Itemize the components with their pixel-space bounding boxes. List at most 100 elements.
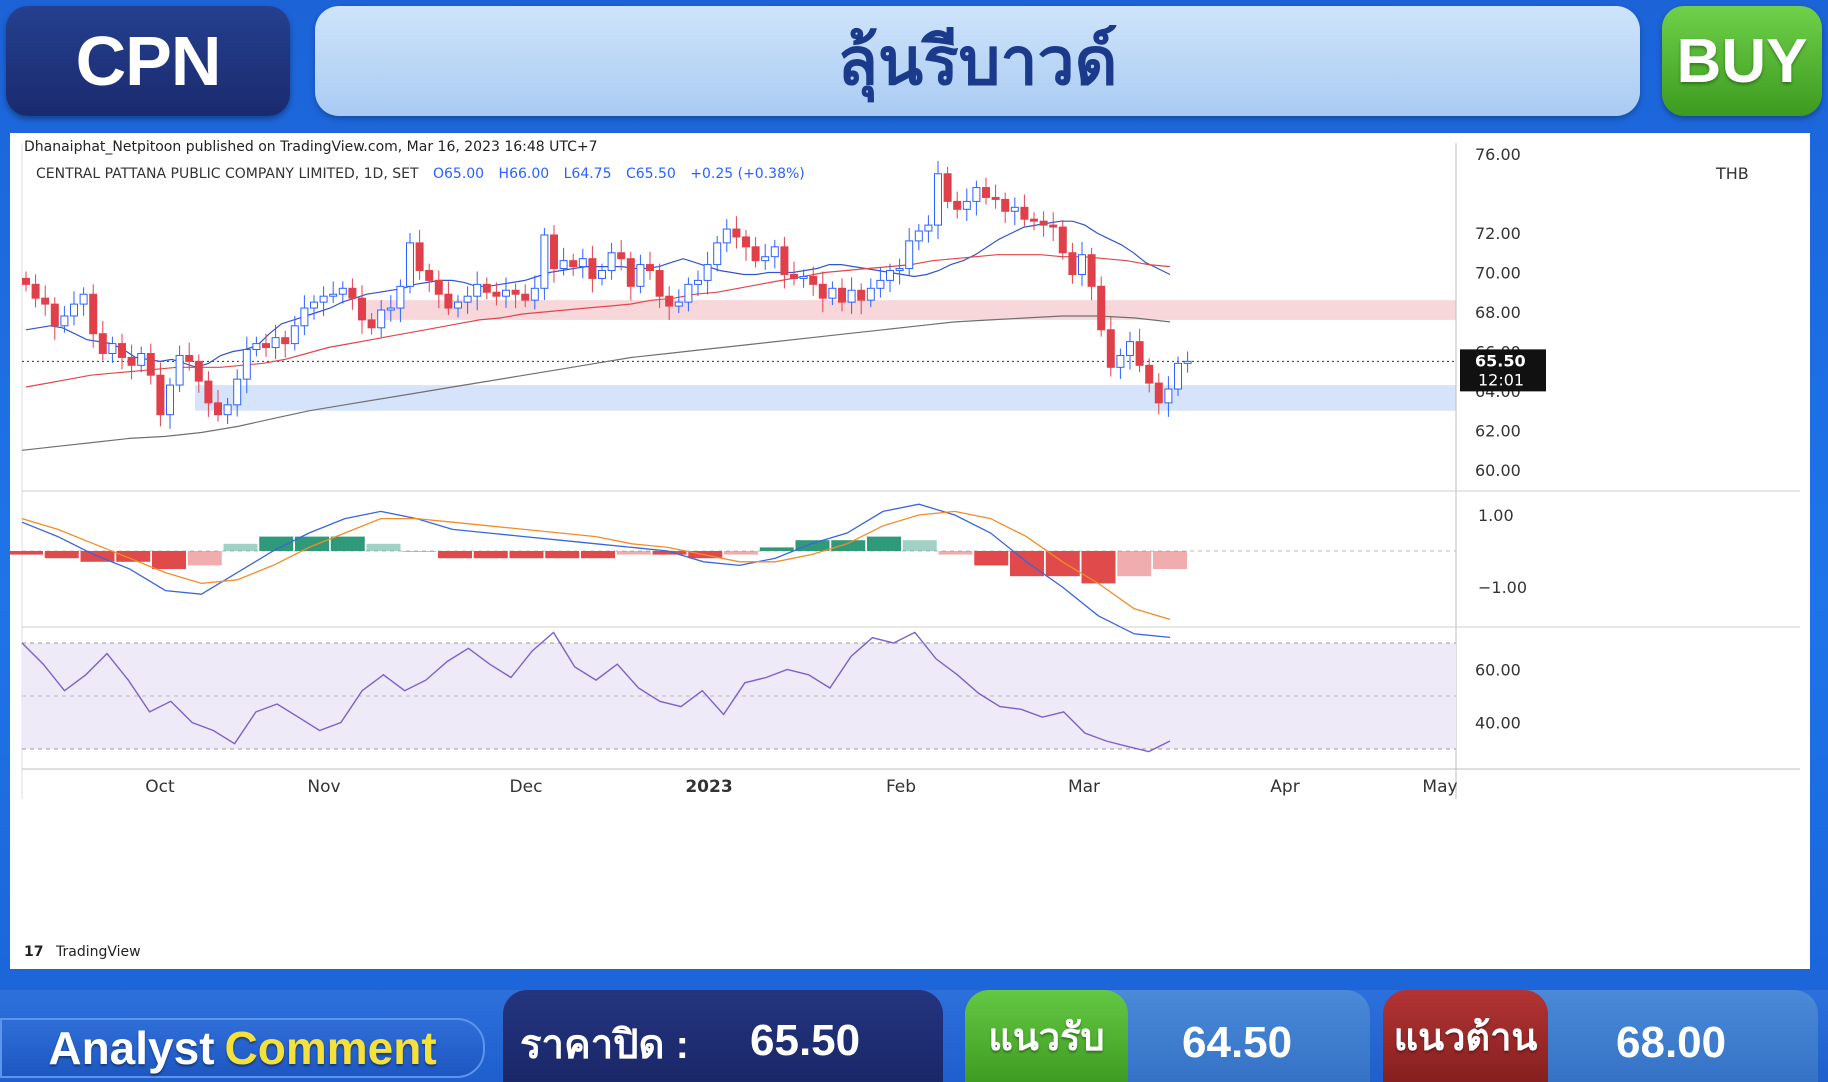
candle-body xyxy=(271,337,280,349)
macd-histogram-bar xyxy=(330,536,365,551)
last-price-label: 65.50 xyxy=(1475,351,1526,370)
candle-body xyxy=(770,246,779,258)
candle-body xyxy=(914,230,923,242)
headline-text: ลุ้นรีบาวด์ xyxy=(837,23,1118,98)
price-tick-label: 72.00 xyxy=(1475,224,1521,243)
macd-histogram-bar xyxy=(1117,551,1152,577)
macd-histogram-bar xyxy=(259,536,294,551)
candle-body xyxy=(502,289,510,297)
candle-body xyxy=(665,295,674,307)
candle-body xyxy=(1116,354,1125,368)
candle-body xyxy=(818,283,827,299)
candle-body xyxy=(1097,285,1106,331)
macd-histogram-bar xyxy=(938,551,973,555)
candle-body xyxy=(50,303,59,327)
rsi-tick-label: 60.00 xyxy=(1475,661,1521,680)
candle-body xyxy=(1145,364,1154,384)
candle-body xyxy=(22,277,30,285)
candle-body xyxy=(607,252,616,272)
candle-body xyxy=(790,273,798,279)
candle-body xyxy=(41,297,50,305)
candle-body xyxy=(482,283,491,293)
candle-body xyxy=(473,283,482,297)
candle-body xyxy=(1164,388,1173,404)
time-tick-label: Apr xyxy=(1270,777,1299,797)
price-tick-label: 70.00 xyxy=(1475,264,1521,283)
support-badge: แนวรับ xyxy=(965,990,1128,1082)
support-label: แนวรับ xyxy=(988,1016,1105,1059)
candle-body xyxy=(223,404,232,416)
candle-body xyxy=(962,200,971,210)
close-price-label: ราคาปิด : xyxy=(520,1023,689,1067)
macd-histogram-bar xyxy=(974,551,1009,566)
macd-histogram-bar xyxy=(438,551,472,559)
candle-body xyxy=(1087,254,1096,287)
symbol-name: CENTRAL PATTANA PUBLIC COMPANY LIMITED, … xyxy=(36,166,419,182)
candle-body xyxy=(569,260,578,268)
candle-body xyxy=(838,287,846,303)
rsi-line xyxy=(21,631,1171,753)
candle-body xyxy=(991,196,1000,200)
candle-body xyxy=(713,242,722,266)
candle-body xyxy=(1010,206,1019,212)
candle-body xyxy=(70,303,78,317)
candle-body xyxy=(300,307,309,327)
macd-tick-label: 1.00 xyxy=(1478,506,1514,525)
candle-body xyxy=(281,337,290,345)
candle-body xyxy=(857,289,866,301)
support-zone xyxy=(195,385,1456,411)
candle-body xyxy=(703,264,712,281)
candle-body xyxy=(732,228,741,238)
ohlc-high: H66.00 xyxy=(499,166,550,182)
candle-body xyxy=(550,234,558,270)
candle-body xyxy=(588,258,597,279)
candle-body xyxy=(89,293,98,335)
ohlc-low: L64.75 xyxy=(564,166,612,182)
candle-body xyxy=(166,384,174,416)
sma-fast-line xyxy=(25,220,1171,368)
macd-signal-line xyxy=(21,510,1171,621)
candle-body xyxy=(780,246,789,275)
candle-body xyxy=(79,293,88,305)
macd-histogram-bar xyxy=(616,551,651,555)
candle-body xyxy=(454,301,462,309)
candle-body xyxy=(1126,341,1134,356)
signal-badge: BUY xyxy=(1662,6,1822,116)
candle-body xyxy=(1106,329,1115,368)
macd-histogram-bar xyxy=(366,543,401,551)
price-chart-svg: Dhanaiphat_Netpitoon published on Tradin… xyxy=(10,139,1800,960)
price-tick-label: 76.00 xyxy=(1475,145,1521,164)
macd-histogram-bar xyxy=(1010,551,1044,577)
candle-body xyxy=(530,287,539,301)
macd-histogram-bar xyxy=(581,551,615,559)
macd-histogram-bar xyxy=(473,551,508,559)
candle-body xyxy=(809,275,818,285)
macd-histogram-bar xyxy=(1153,551,1187,569)
candle-body xyxy=(636,264,645,287)
macd-histogram-bar xyxy=(1045,551,1080,577)
macd-histogram-bar xyxy=(116,551,151,562)
candle-body xyxy=(108,343,117,354)
candle-body xyxy=(348,287,357,299)
candle-body xyxy=(358,297,366,321)
macd-layer xyxy=(10,503,1456,639)
candle-body xyxy=(1078,254,1086,275)
candle-body xyxy=(895,268,904,272)
candle-body xyxy=(540,234,549,289)
moving-averages-layer xyxy=(21,220,1171,451)
ticker-text: CPN xyxy=(75,22,222,100)
headline-banner: ลุ้นรีบาวด์ xyxy=(315,6,1640,116)
time-tick-label: Dec xyxy=(510,777,543,797)
candle-body xyxy=(1183,360,1192,364)
ticker-badge: CPN xyxy=(6,6,290,116)
macd-histogram-bar xyxy=(402,551,437,552)
candle-body xyxy=(127,356,136,366)
macd-histogram-bar xyxy=(1081,551,1116,584)
candle-body xyxy=(310,301,318,309)
candle-body xyxy=(886,270,894,281)
macd-histogram-bar xyxy=(759,547,794,551)
candle-body xyxy=(655,270,664,297)
macd-line xyxy=(21,503,1171,639)
candle-body xyxy=(751,246,760,262)
macd-histogram-bar xyxy=(545,551,580,559)
